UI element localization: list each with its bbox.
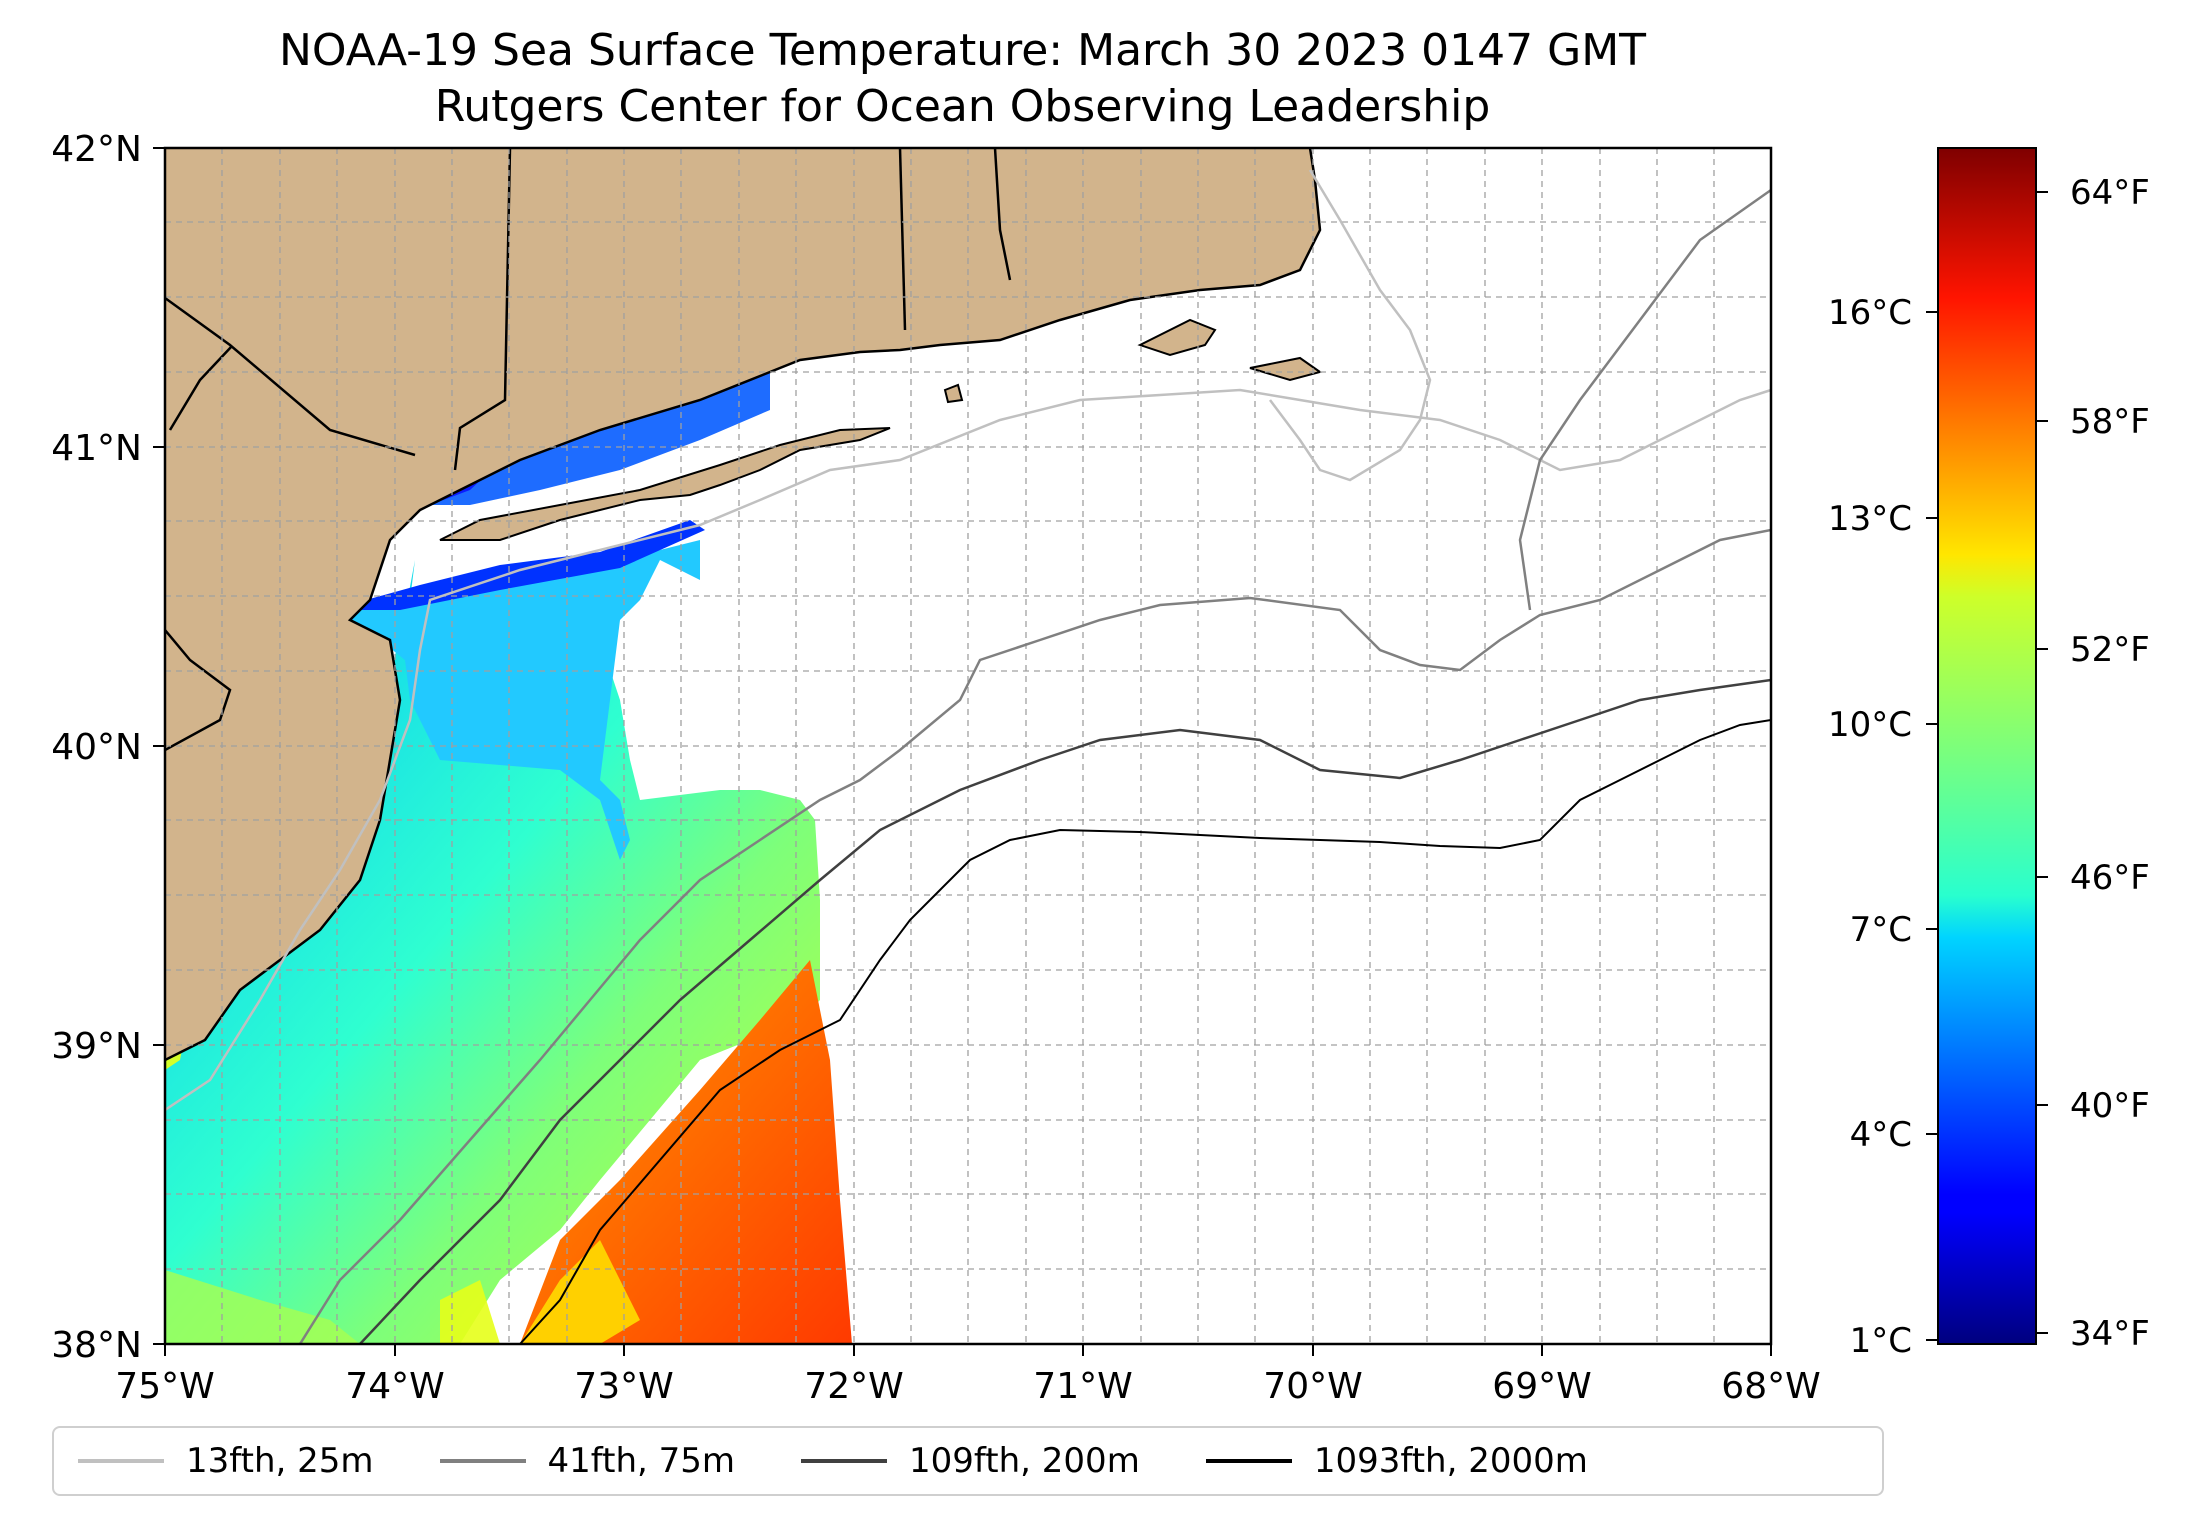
axis-ticks <box>153 147 1772 1356</box>
land-martha-vineyard <box>1137 318 1217 357</box>
longitude-labels: 75°W 74°W 73°W 72°W 71°W 70°W 69°W 68°W <box>115 1366 1820 1407</box>
legend-label: 41fth, 75m <box>547 1441 736 1481</box>
fahrenheit-label: 64°F <box>2070 173 2150 213</box>
legend-swatch <box>1205 1459 1292 1463</box>
gridlines <box>165 148 1771 1344</box>
celsius-label: 7°C <box>1850 910 1912 950</box>
colorbar <box>1937 147 2037 1345</box>
lat-tick-label: 41°N <box>51 428 142 469</box>
lon-tick-label: 70°W <box>1263 1366 1362 1407</box>
legend-swatch <box>439 1459 526 1463</box>
land-mainland <box>165 148 900 1060</box>
lon-tick-label: 71°W <box>1033 1366 1132 1407</box>
celsius-label: 4°C <box>1850 1115 1912 1155</box>
lon-tick-label: 73°W <box>574 1366 673 1407</box>
celsius-label: 1°C <box>1850 1321 1912 1361</box>
land-southern-new-england <box>900 148 1320 350</box>
legend-item-25m: 13fth, 25m <box>78 1441 374 1481</box>
bathymetry-contours <box>165 169 1771 1344</box>
sst-shelf-water <box>165 560 820 1344</box>
contour-2000m <box>519 719 1771 1344</box>
fahrenheit-label: 46°F <box>2070 858 2150 898</box>
lon-tick-label: 75°W <box>115 1366 214 1407</box>
fahrenheit-label: 34°F <box>2070 1314 2150 1354</box>
contour-200m <box>359 678 1771 1344</box>
legend-label: 109fth, 200m <box>909 1441 1140 1481</box>
legend-label: 13fth, 25m <box>186 1441 374 1481</box>
colorbar-fahrenheit-labels: 64°F 58°F 52°F 46°F 40°F 34°F <box>2070 173 2150 1354</box>
lat-tick-label: 38°N <box>51 1325 142 1366</box>
latitude-labels: 42°N 41°N 40°N 39°N 38°N <box>51 129 142 1366</box>
fahrenheit-label: 40°F <box>2070 1086 2150 1126</box>
map-subtitle: Rutgers Center for Ocean Observing Leade… <box>434 81 1491 132</box>
contour-25m <box>165 388 1771 1112</box>
contour-75m <box>298 528 1771 1344</box>
legend-swatch <box>801 1459 888 1463</box>
celsius-label: 10°C <box>1828 705 1912 745</box>
colorbar-ticks <box>1926 191 2048 1341</box>
lat-tick-label: 39°N <box>51 1026 142 1067</box>
lon-tick-label: 72°W <box>804 1366 903 1407</box>
fahrenheit-label: 58°F <box>2070 402 2150 442</box>
legend: 13fth, 25m 41fth, 75m 109fth, 200m 1093f… <box>52 1426 1884 1496</box>
legend-swatch <box>78 1459 164 1463</box>
lon-tick-label: 69°W <box>1492 1366 1591 1407</box>
lon-tick-label: 74°W <box>345 1366 444 1407</box>
colorbar-celsius-labels: 16°C 13°C 10°C 7°C 4°C 1°C <box>1828 293 1912 1361</box>
lat-tick-label: 40°N <box>51 727 142 768</box>
legend-item-75m: 41fth, 75m <box>439 1441 736 1481</box>
map-title: NOAA-19 Sea Surface Temperature: March 3… <box>278 25 1647 76</box>
fahrenheit-label: 52°F <box>2070 630 2150 670</box>
legend-item-200m: 109fth, 200m <box>801 1441 1140 1481</box>
map-area <box>165 148 1771 1344</box>
lon-tick-label: 68°W <box>1721 1366 1820 1407</box>
land-long-island <box>439 427 891 541</box>
coastline <box>165 148 1322 1062</box>
land-block-island <box>943 383 964 404</box>
celsius-label: 16°C <box>1828 293 1912 333</box>
legend-item-2000m: 1093fth, 2000m <box>1205 1441 1588 1481</box>
legend-label: 1093fth, 2000m <box>1313 1441 1588 1481</box>
lat-tick-label: 42°N <box>51 129 142 170</box>
celsius-label: 13°C <box>1828 499 1912 539</box>
